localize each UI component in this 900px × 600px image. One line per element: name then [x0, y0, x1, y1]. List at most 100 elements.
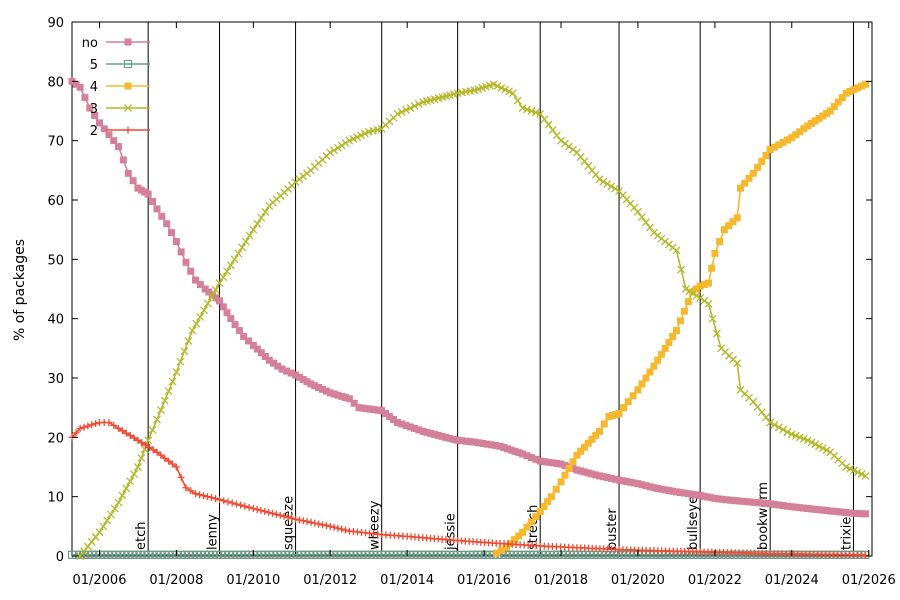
data-point: [172, 463, 180, 471]
data-point: [850, 86, 858, 94]
y-axis-label: % of packages: [12, 239, 28, 341]
data-point: [393, 110, 402, 118]
data-point: [105, 419, 113, 426]
data-point: [775, 501, 783, 509]
data-point: [237, 501, 245, 509]
data-point: [634, 386, 642, 394]
data-point: [345, 136, 354, 145]
x-tick-label: 01/2024: [765, 573, 819, 588]
data-point: [299, 517, 307, 525]
data-point: [758, 157, 766, 165]
data-point: [253, 345, 261, 353]
data-point: [749, 397, 758, 406]
data-point: [544, 120, 553, 129]
data-point: [204, 493, 212, 501]
data-point: [775, 141, 783, 149]
data-point: [76, 83, 84, 91]
data-point: [513, 96, 522, 105]
data-point: [822, 446, 831, 455]
data-point: [704, 279, 712, 287]
release-label: jessie: [444, 513, 459, 551]
data-point: [704, 493, 712, 501]
data-point: [808, 505, 816, 513]
data-point: [149, 446, 157, 454]
data-point: [410, 102, 419, 111]
data-point: [168, 377, 177, 386]
data-point: [349, 134, 358, 143]
data-point: [110, 504, 119, 513]
data-point: [345, 395, 353, 403]
data-point: [100, 125, 108, 133]
data-point: [129, 177, 137, 185]
data-point: [466, 438, 474, 446]
data-point: [626, 478, 634, 486]
x-tick-label: 01/2026: [842, 573, 896, 588]
data-point: [849, 509, 857, 517]
data-point: [274, 362, 282, 370]
release-label: bookworm: [756, 482, 771, 550]
data-point: [588, 435, 596, 443]
data-point: [704, 299, 713, 308]
data-point: [315, 383, 323, 391]
data-point: [838, 508, 846, 516]
data-point: [497, 83, 506, 92]
data-point: [676, 317, 684, 325]
data-point: [800, 504, 808, 512]
data-point: [842, 463, 851, 471]
data-point: [164, 387, 173, 396]
data-point: [615, 410, 623, 418]
data-point: [544, 498, 552, 506]
data-point: [580, 468, 588, 476]
data-point: [552, 131, 561, 140]
data-point: [620, 404, 628, 412]
data-point: [241, 237, 250, 246]
data-point: [788, 503, 796, 511]
x-tick-label: 01/2010: [226, 573, 280, 588]
data-point: [830, 103, 838, 111]
data-point: [607, 182, 616, 191]
data-point: [311, 519, 319, 527]
data-point: [292, 371, 300, 379]
data-point: [307, 380, 315, 388]
data-point: [414, 100, 423, 109]
data-point: [561, 471, 569, 479]
data-point: [637, 213, 646, 222]
data-point: [144, 190, 152, 198]
data-point: [261, 207, 270, 216]
data-point: [577, 447, 585, 455]
legend-entry-5: 5: [90, 58, 150, 73]
data-point: [182, 484, 190, 492]
data-point: [565, 464, 573, 472]
y-tick-label: 0: [56, 550, 64, 565]
y-tick-label: 30: [47, 372, 64, 387]
data-point: [315, 520, 323, 528]
y-tick-label: 80: [47, 75, 64, 90]
data-point: [493, 549, 501, 557]
data-point: [292, 515, 300, 523]
data-point: [819, 112, 827, 120]
data-point: [642, 482, 650, 490]
data-point: [650, 362, 658, 370]
data-point: [378, 407, 386, 415]
data-point: [723, 496, 731, 504]
data-point: [545, 458, 553, 466]
data-point: [192, 319, 201, 328]
data-point: [415, 426, 423, 434]
data-point: [489, 80, 498, 89]
data-point: [707, 494, 715, 502]
data-point: [115, 143, 123, 151]
data-point: [815, 114, 823, 122]
data-point: [272, 510, 280, 518]
data-point: [811, 440, 820, 449]
data-point: [122, 484, 131, 493]
data-point: [341, 139, 350, 147]
data-point: [330, 523, 338, 531]
data-point: [284, 513, 292, 521]
data-point: [569, 458, 577, 466]
data-point: [807, 438, 816, 447]
data-point: [95, 528, 104, 537]
data-point: [796, 504, 804, 512]
data-point: [203, 299, 212, 308]
data-point: [715, 495, 723, 503]
